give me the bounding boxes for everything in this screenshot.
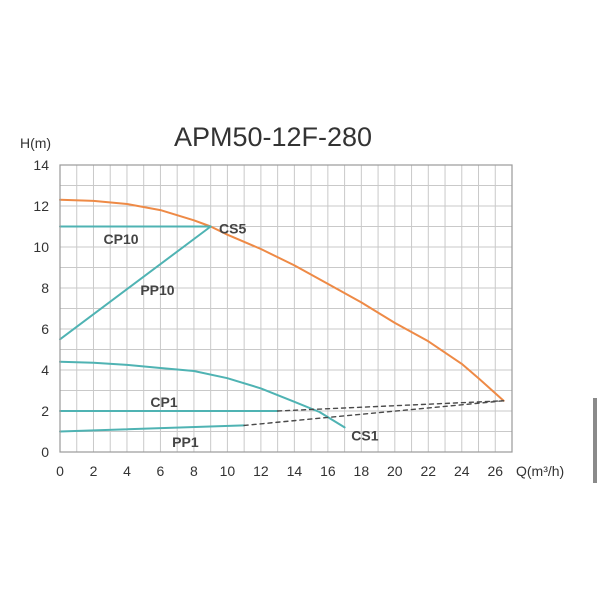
x-tick-label: 12 bbox=[253, 463, 269, 479]
curve-label-cs5: CS5 bbox=[219, 221, 246, 237]
y-axis-title: H(m) bbox=[20, 135, 51, 151]
series-line-cs1 bbox=[59, 360, 346, 429]
series-line-dashed-extension bbox=[243, 400, 505, 427]
x-axis-title: Q(m³/h) bbox=[516, 463, 564, 479]
x-tick-label: 0 bbox=[56, 463, 64, 479]
series-line-pp10 bbox=[59, 225, 212, 341]
y-tick-label: 12 bbox=[33, 198, 49, 214]
curve-label-cp10: CP10 bbox=[104, 231, 139, 247]
y-tick-label: 2 bbox=[41, 403, 49, 419]
x-tick-label: 14 bbox=[287, 463, 303, 479]
window-edge-scrollbar bbox=[593, 398, 597, 483]
curve-label-pp1: PP1 bbox=[172, 434, 199, 450]
x-tick-label: 8 bbox=[190, 463, 198, 479]
grid bbox=[60, 165, 512, 452]
curve-label-pp10: PP10 bbox=[140, 282, 174, 298]
x-tick-label: 26 bbox=[487, 463, 503, 479]
series-line-pp1 bbox=[59, 424, 246, 433]
x-tick-label: 22 bbox=[421, 463, 437, 479]
y-tick-label: 8 bbox=[41, 280, 49, 296]
series-line-cs5 bbox=[59, 198, 505, 402]
y-tick-label: 6 bbox=[41, 321, 49, 337]
x-tick-label: 6 bbox=[157, 463, 165, 479]
x-tick-label: 2 bbox=[90, 463, 98, 479]
x-tick-label: 16 bbox=[320, 463, 336, 479]
curve-label-cs1: CS1 bbox=[351, 428, 378, 444]
y-tick-label: 4 bbox=[41, 362, 49, 378]
plot-frame bbox=[59, 164, 513, 453]
x-tick-label: 20 bbox=[387, 463, 403, 479]
chart-title: APM50-12F-280 bbox=[174, 122, 372, 152]
y-tick-label: 10 bbox=[33, 239, 49, 255]
y-tick-label: 0 bbox=[41, 444, 49, 460]
x-tick-label: 10 bbox=[220, 463, 236, 479]
series-line-dashed-extension bbox=[276, 400, 505, 412]
x-tick-label: 24 bbox=[454, 463, 470, 479]
curve-labels: CS5 CP10 PP10 CP1 PP1 CS1 bbox=[104, 221, 379, 450]
x-tick-label: 4 bbox=[123, 463, 131, 479]
y-tick-label: 14 bbox=[33, 157, 49, 173]
curve-label-cp1: CP1 bbox=[150, 394, 177, 410]
x-tick-label: 18 bbox=[354, 463, 370, 479]
series-lines bbox=[59, 198, 505, 433]
